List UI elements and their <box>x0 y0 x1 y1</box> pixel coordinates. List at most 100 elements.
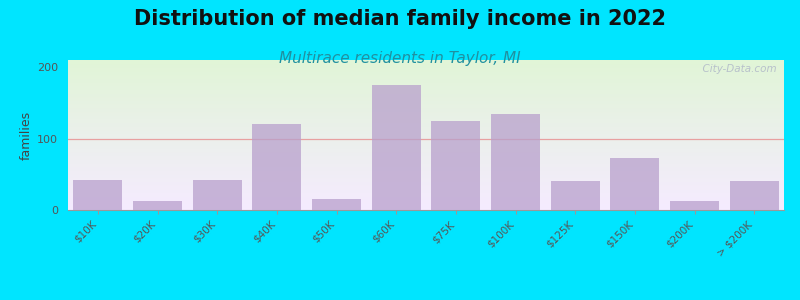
Bar <box>68 107 784 108</box>
Bar <box>68 133 784 134</box>
Bar <box>68 139 784 140</box>
Bar <box>68 137 784 138</box>
Bar <box>68 65 784 66</box>
Bar <box>68 85 784 86</box>
Bar <box>68 171 784 172</box>
Bar <box>68 180 784 181</box>
Bar <box>68 169 784 170</box>
Bar <box>68 150 784 151</box>
Bar <box>68 82 784 83</box>
Bar <box>68 193 784 194</box>
Bar <box>68 125 784 126</box>
Bar <box>68 70 784 71</box>
Bar <box>491 114 540 210</box>
Bar <box>68 81 784 82</box>
Bar <box>68 69 784 70</box>
Bar <box>68 169 784 170</box>
Bar <box>68 198 784 199</box>
Bar <box>68 170 784 171</box>
Bar <box>68 192 784 193</box>
Bar <box>68 147 784 148</box>
Bar <box>68 78 784 79</box>
Bar <box>68 131 784 132</box>
Bar <box>68 144 784 145</box>
Bar <box>68 96 784 97</box>
Bar <box>68 128 784 129</box>
Bar <box>68 111 784 112</box>
Bar <box>68 160 784 161</box>
Bar <box>68 146 784 147</box>
Text: Multirace residents in Taylor, MI: Multirace residents in Taylor, MI <box>279 51 521 66</box>
Bar <box>68 141 784 142</box>
Bar <box>68 124 784 125</box>
Bar <box>68 190 784 191</box>
Bar <box>68 114 784 115</box>
Bar <box>68 88 784 89</box>
Bar <box>68 200 784 201</box>
Bar <box>68 77 784 78</box>
Bar <box>68 176 784 177</box>
Bar <box>730 182 778 210</box>
Bar <box>68 115 784 116</box>
Bar <box>68 152 784 153</box>
Bar <box>68 109 784 110</box>
Bar <box>68 157 784 158</box>
Bar <box>68 94 784 95</box>
Bar <box>68 68 784 69</box>
Bar <box>68 199 784 200</box>
Bar <box>68 167 784 168</box>
Bar <box>68 151 784 152</box>
Bar <box>68 116 784 117</box>
Bar <box>68 181 784 182</box>
Bar <box>68 119 784 120</box>
Bar <box>68 67 784 68</box>
Bar <box>68 194 784 195</box>
Bar <box>68 156 784 157</box>
Bar <box>68 201 784 202</box>
Bar <box>68 130 784 131</box>
Bar <box>372 85 421 210</box>
Bar <box>68 159 784 160</box>
Bar <box>68 103 784 104</box>
Bar <box>68 145 784 146</box>
Bar <box>68 66 784 67</box>
Bar <box>68 163 784 164</box>
Bar <box>68 122 784 123</box>
Bar <box>68 87 784 88</box>
Bar <box>68 73 784 74</box>
Bar <box>312 199 361 210</box>
Bar <box>68 110 784 111</box>
Bar <box>68 188 784 189</box>
Bar <box>68 208 784 209</box>
Bar <box>68 127 784 128</box>
Bar <box>68 164 784 165</box>
Bar <box>68 204 784 205</box>
Bar <box>68 174 784 175</box>
Bar <box>68 168 784 169</box>
Bar <box>68 118 784 119</box>
Bar <box>68 123 784 124</box>
Bar <box>68 142 784 143</box>
Bar <box>68 121 784 122</box>
Bar <box>68 75 784 76</box>
Bar <box>133 201 182 210</box>
Bar <box>68 187 784 188</box>
Bar <box>431 121 480 210</box>
Bar <box>68 138 784 139</box>
Bar <box>68 62 784 63</box>
Bar <box>68 82 784 83</box>
Bar <box>68 129 784 130</box>
Bar <box>68 76 784 77</box>
Bar <box>68 140 784 141</box>
Bar <box>68 85 784 86</box>
Bar <box>68 189 784 190</box>
Bar <box>68 117 784 118</box>
Bar <box>68 89 784 90</box>
Bar <box>68 126 784 127</box>
Bar <box>68 197 784 198</box>
Bar <box>68 162 784 163</box>
Bar <box>68 105 784 106</box>
Bar <box>68 98 784 99</box>
Bar <box>68 182 784 183</box>
Bar <box>68 80 784 81</box>
